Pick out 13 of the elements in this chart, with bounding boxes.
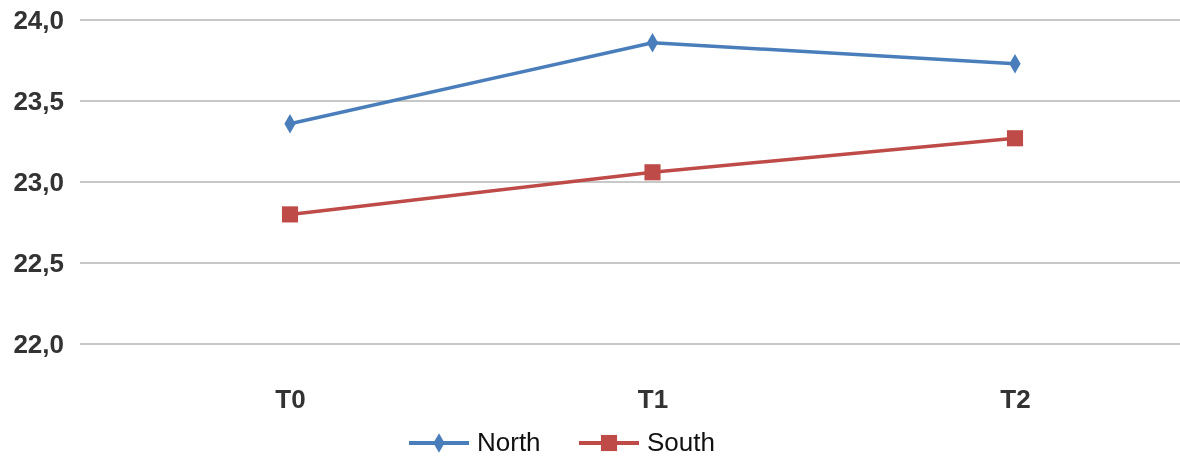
point [1006, 130, 1024, 147]
x-tick-label: T2 [1000, 384, 1031, 415]
legend-label: North [477, 427, 541, 457]
y-tick-label: 23,0 [13, 166, 64, 197]
x-tick-label: T0 [275, 384, 306, 415]
y-tick-label: 22,5 [13, 247, 64, 278]
x-tick-label: T1 [637, 384, 669, 415]
y-tick-label: 24,0 [13, 4, 64, 35]
point [644, 164, 661, 181]
point [281, 206, 299, 223]
legend-label: South [647, 427, 715, 457]
y-tick-label: 22,0 [13, 328, 64, 359]
y-tick-label: 23,5 [13, 85, 64, 116]
